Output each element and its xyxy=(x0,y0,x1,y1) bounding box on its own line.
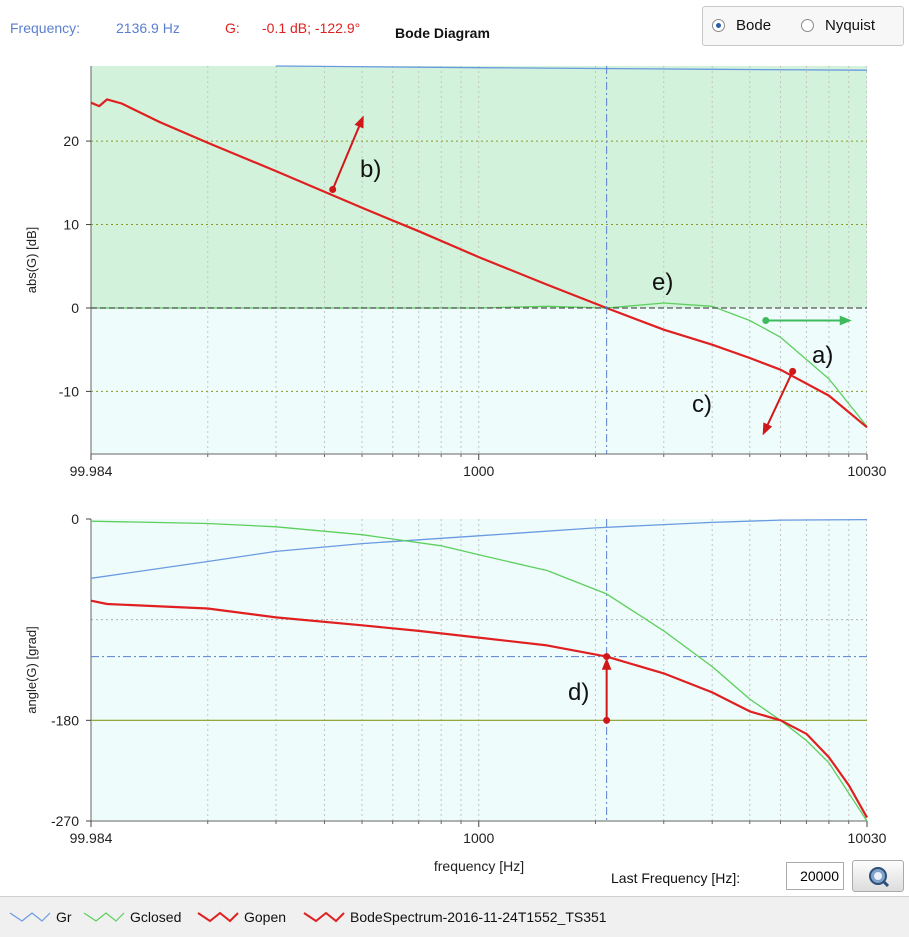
legend-gr-swatch xyxy=(9,912,51,922)
annotation-c: c) xyxy=(692,391,712,418)
y-tick-label: 20 xyxy=(63,133,79,149)
nyquist-radio-label[interactable]: Nyquist xyxy=(825,17,876,34)
series-gr-line xyxy=(275,65,868,71)
arrow-b-head xyxy=(354,115,364,129)
last-frequency-input[interactable] xyxy=(786,862,844,890)
legend-gclosed-swatch xyxy=(83,912,125,922)
y-tick-label: 0 xyxy=(71,511,79,527)
x-tick-label: 10030 xyxy=(848,463,887,479)
annotation-b: b) xyxy=(360,156,381,183)
arrow-b-dot xyxy=(329,185,337,193)
chart-title: Bode Diagram xyxy=(395,25,490,41)
controls-bar: Last Frequency [Hz]: xyxy=(0,858,909,894)
cursor-phase-dot xyxy=(603,653,611,661)
arrow-a-dot xyxy=(762,316,770,324)
y-tick-label: -180 xyxy=(51,712,79,728)
legend-gopen-label: Gopen xyxy=(244,909,287,925)
x-tick-label: 99.984 xyxy=(70,463,113,479)
magnitude-chart: 20 10 0 -10 99.984 1000 10030 abs(G) [dB] a) b) c)… xyxy=(24,65,887,479)
magnifier-icon xyxy=(869,867,890,888)
arrow-d-dot xyxy=(603,716,611,724)
arrow-b-shaft xyxy=(331,122,362,190)
series-gr-line xyxy=(90,518,868,579)
frequency-value: 2136.9 Hz xyxy=(116,20,180,36)
bode-plot: 20 10 0 -10 99.984 1000 10030 abs(G) [dB] a) b) c)… xyxy=(24,65,887,874)
y-tick-label: 10 xyxy=(63,217,79,233)
legend-gclosed-label: Gclosed xyxy=(130,909,182,925)
last-frequency-label: Last Frequency [Hz]: xyxy=(611,870,741,886)
legend-bodespectrum-label: BodeSpectrum-2016-11-24T1552_TS351 xyxy=(350,909,607,925)
bode-radio[interactable] xyxy=(712,19,725,32)
series-gopen-line xyxy=(90,98,868,429)
frequency-label: Frequency: xyxy=(10,20,81,36)
arrow-c-dot xyxy=(789,367,797,375)
x-tick-label: 10030 xyxy=(848,830,887,846)
arrow-a-head xyxy=(839,315,852,326)
run-measurement-button[interactable] xyxy=(852,860,904,892)
legend-bar: Gr Gclosed Gopen BodeSpectrum-2016-11-24… xyxy=(0,896,909,937)
y-axis-label: angle(G) [grad] xyxy=(24,626,39,713)
legend-bodespectrum-swatch xyxy=(303,911,345,923)
legend-gr-label: Gr xyxy=(56,909,72,925)
arrow-d-head xyxy=(601,657,612,670)
legend-gopen-swatch xyxy=(197,911,239,923)
x-tick-label: 99.984 xyxy=(70,830,113,846)
x-axis-label: frequency [Hz] xyxy=(434,858,524,874)
x-tick-label: 1000 xyxy=(463,463,494,479)
gain-value: -0.1 dB; -122.9° xyxy=(262,20,361,36)
gain-label: G: xyxy=(225,20,240,36)
y-axis-label: abs(G) [dB] xyxy=(24,227,39,293)
annotation-e: e) xyxy=(652,269,673,296)
y-tick-label: 0 xyxy=(71,300,79,316)
y-tick-label: -10 xyxy=(59,383,79,399)
arrow-c-shaft xyxy=(765,370,794,429)
nyquist-radio[interactable] xyxy=(801,19,814,32)
annotation-d: d) xyxy=(568,679,589,706)
view-mode-group: Bode Nyquist xyxy=(702,6,904,46)
y-tick-label: -270 xyxy=(51,813,79,829)
series-gclosed-line xyxy=(91,302,868,427)
x-tick-label: 1000 xyxy=(463,830,494,846)
arrow-c-head xyxy=(762,422,773,436)
series-gclosed-line xyxy=(90,520,868,822)
annotation-a: a) xyxy=(812,342,833,369)
bode-radio-label[interactable]: Bode xyxy=(736,17,772,34)
